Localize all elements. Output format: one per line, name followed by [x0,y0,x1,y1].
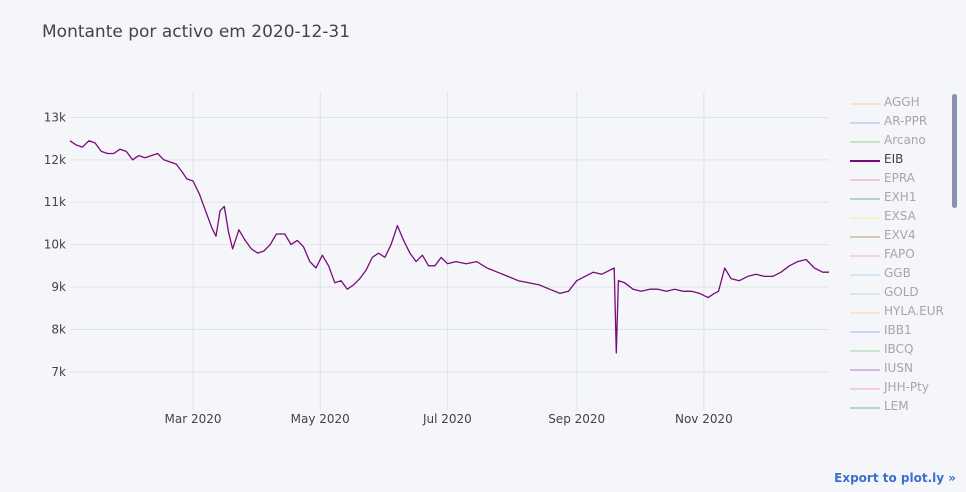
legend-swatch [850,312,880,314]
legend-item[interactable]: HYLA.EUR [848,303,948,322]
x-tick-label: May 2020 [291,412,350,426]
legend-item[interactable]: IBCQ [848,341,948,360]
x-tick-label: Mar 2020 [165,412,222,426]
y-tick-label: 8k [51,322,66,336]
legend-swatch [850,141,880,143]
legend-item[interactable]: EPRA [848,170,948,189]
legend-item[interactable]: GOLD [848,284,948,303]
legend-swatch [850,236,880,238]
legend-label: JHH-Pty [884,380,929,394]
legend-item[interactable]: IUSN [848,360,948,379]
legend-label: GOLD [884,285,919,299]
series-layer[interactable] [69,140,829,354]
legend-swatch [850,388,880,390]
legend-swatch [850,331,880,333]
legend-label: IBCQ [884,342,914,356]
chart-title: Montante por activo em 2020-12-31 [42,22,351,42]
y-tick-label: 11k [44,195,66,209]
legend-item[interactable]: EIB [848,151,948,170]
legend-item[interactable]: GGB [848,265,948,284]
grid-layer [70,92,829,410]
legend-item[interactable]: AGGH [848,94,948,113]
legend-label: FAPO [884,247,915,261]
legend-label: EXH1 [884,190,917,204]
legend-item[interactable]: EXSA [848,208,948,227]
legend-label: AGGH [884,95,920,109]
legend-item[interactable]: FAPO [848,246,948,265]
x-tick-label: Nov 2020 [675,412,733,426]
legend-swatch [850,160,880,162]
y-tick-label: 12k [44,153,66,167]
legend-label: IBB1 [884,323,912,337]
legend-label: HYLA.EUR [884,304,944,318]
legend-label: EXSA [884,209,916,223]
legend-item[interactable]: LEM [848,398,948,410]
legend-item[interactable]: EXH1 [848,189,948,208]
legend-swatch [850,369,880,371]
legend-label: Arcano [884,133,926,147]
legend-swatch [850,274,880,276]
legend-item[interactable]: AR-PPR [848,113,948,132]
export-link[interactable]: Export to plot.ly » [834,471,956,485]
legend-swatch [850,293,880,295]
y-tick-label: 10k [44,238,66,252]
legend-item[interactable]: EXV4 [848,227,948,246]
legend-label: LEM [884,399,909,410]
legend-swatch [850,407,880,409]
series-line-eib[interactable] [69,140,829,354]
x-tick-label: Sep 2020 [548,412,605,426]
legend-label: EPRA [884,171,915,185]
legend-item[interactable]: JHH-Pty [848,379,948,398]
legend-item[interactable]: Arcano [848,132,948,151]
legend-label: GGB [884,266,911,280]
legend[interactable]: AGGH AR-PPR Arcano EIB EPRA EXH1 EXSA EXV4 FAPO G… [848,94,948,410]
y-tick-label: 7k [51,365,66,379]
axis-layer: 7k 8k 9k 10k 11k 12k 13k Mar 2020 May 2020 Jul 20… [44,110,733,426]
legend-swatch [850,103,880,105]
legend-label: IUSN [884,361,913,375]
y-tick-label: 9k [51,280,66,294]
legend-swatch [850,217,880,219]
legend-swatch [850,122,880,124]
legend-swatch [850,255,880,257]
legend-scrollbar[interactable] [952,94,957,208]
y-tick-label: 13k [44,110,66,124]
legend-swatch [850,198,880,200]
legend-swatch [850,179,880,181]
legend-label: EIB [884,152,904,166]
x-tick-label: Jul 2020 [422,412,472,426]
legend-item[interactable]: IBB1 [848,322,948,341]
legend-swatch [850,350,880,352]
legend-label: EXV4 [884,228,916,242]
legend-label: AR-PPR [884,114,928,128]
